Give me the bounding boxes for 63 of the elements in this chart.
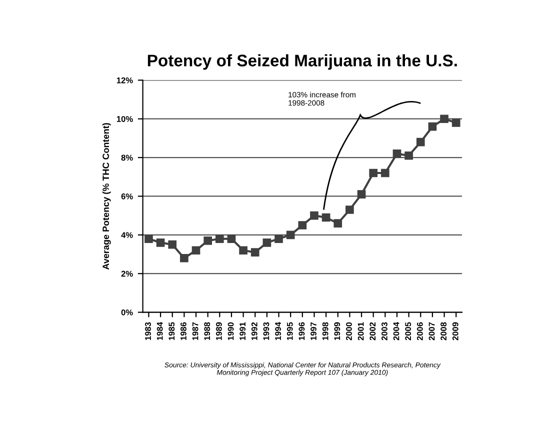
point	[204, 236, 212, 245]
point	[262, 238, 272, 247]
x-tick-label: 1989	[216, 322, 222, 340]
point	[215, 234, 224, 243]
x-tick-label: 2006	[416, 322, 423, 340]
point	[180, 254, 188, 262]
point	[250, 248, 260, 256]
point	[392, 150, 402, 158]
x-tick-label: 2003	[381, 322, 388, 340]
point	[369, 168, 378, 178]
point	[334, 219, 342, 228]
x-tick-label: 1995	[286, 322, 293, 340]
x-tick-label: 1996	[298, 322, 305, 340]
y-tick-label: 12%	[116, 77, 133, 84]
point	[452, 118, 460, 127]
y-tick-label: 4%	[121, 232, 133, 238]
point	[274, 234, 283, 243]
point	[286, 230, 295, 240]
y-tick-label: 10%	[116, 116, 133, 122]
point	[310, 211, 318, 220]
y-axis-title: Average Potency (% THC Content)	[102, 123, 111, 270]
point	[227, 234, 236, 243]
point	[239, 246, 248, 255]
point	[322, 213, 330, 222]
y-tick-label: 0%	[121, 309, 133, 316]
point	[416, 138, 425, 146]
point	[380, 168, 390, 178]
x-tick-label: 1999	[334, 322, 340, 340]
point	[156, 238, 165, 247]
point	[428, 122, 437, 131]
point	[168, 240, 177, 249]
x-tick-label: 1992	[251, 322, 258, 340]
x-tick-label: 2001	[358, 322, 364, 340]
point	[346, 206, 354, 214]
x-tick-label: 2002	[370, 322, 376, 340]
x-tick-label: 1993	[263, 322, 270, 340]
x-tick-label: 1997	[310, 322, 316, 340]
point	[404, 151, 413, 160]
x-tick-label: 1986	[180, 322, 186, 340]
x-tick-label: 1984	[156, 322, 163, 340]
chart-title: Potency of Seized Marijuana in the U.S.	[148, 54, 457, 70]
point	[440, 114, 448, 124]
x-tick-label: 1990	[228, 322, 234, 340]
point	[298, 221, 307, 230]
x-tick-label: 2005	[405, 322, 412, 340]
x-tick-label: 1988	[204, 322, 210, 340]
point	[144, 234, 153, 243]
y-tick-label: 6%	[121, 193, 133, 200]
x-tick-label: 2008	[440, 322, 447, 340]
x-tick-label: 2009	[452, 322, 458, 340]
x-tick-label: 1987	[192, 322, 198, 340]
y-tick-label: 2%	[121, 270, 133, 277]
x-tick-label: 2007	[428, 322, 435, 340]
x-tick-label: 1998	[322, 322, 328, 340]
x-tick-label: 2000	[346, 322, 352, 340]
x-tick-label: 2004	[393, 322, 400, 340]
x-tick-label: 1994	[275, 322, 281, 340]
x-tick-label: 1985	[168, 322, 175, 340]
x-tick-label: 1983	[145, 322, 151, 340]
y-tick-label: 8%	[121, 154, 133, 161]
point	[192, 246, 200, 255]
x-tick-label: 1991	[240, 322, 246, 340]
point	[357, 190, 366, 198]
